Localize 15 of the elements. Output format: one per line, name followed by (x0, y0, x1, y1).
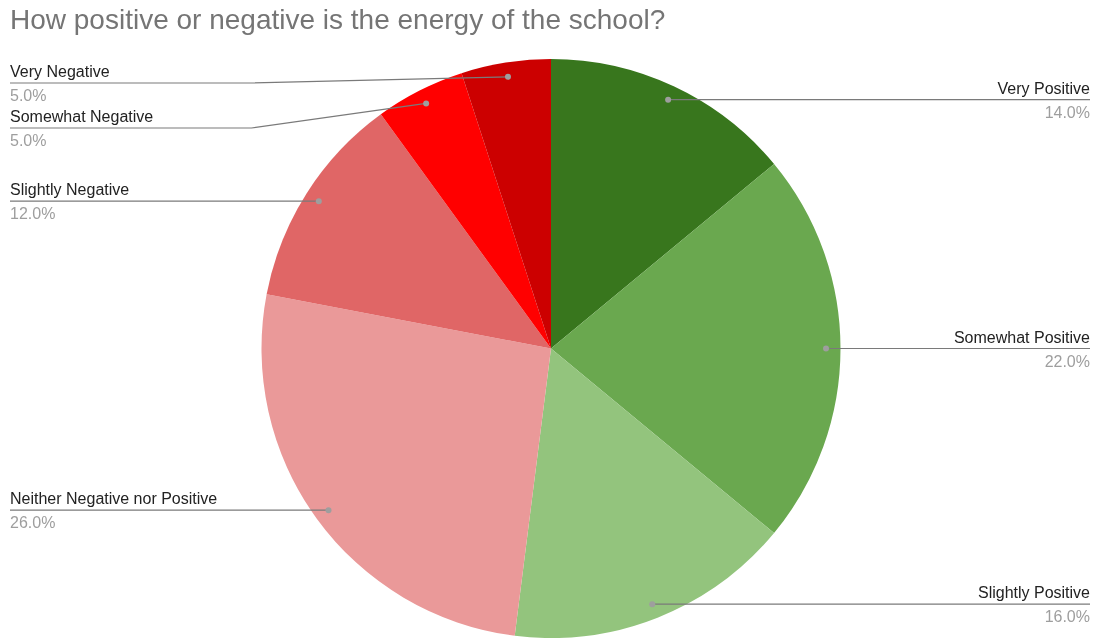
slice-label: Slightly Negative (10, 181, 130, 199)
data-label: 12.0% (10, 205, 56, 223)
slice-label: Very Positive (997, 79, 1091, 97)
data-label: 22.0% (1044, 352, 1090, 370)
slice-label: Neither Negative nor Positive (10, 490, 218, 508)
data-label: 16.0% (1044, 608, 1090, 626)
slice-label: Somewhat Negative (10, 108, 154, 125)
slice-label: Somewhat Positive (953, 328, 1091, 346)
slice-label: Very Negative (10, 63, 110, 80)
chart-title: How positive or negative is the energy of the school? (10, 3, 666, 37)
data-label: 5.0% (10, 87, 47, 104)
data-label: 14.0% (1044, 103, 1090, 121)
data-label: 26.0% (10, 514, 56, 532)
data-label: 5.0% (10, 132, 47, 149)
slice-label: Slightly Positive (977, 584, 1091, 602)
